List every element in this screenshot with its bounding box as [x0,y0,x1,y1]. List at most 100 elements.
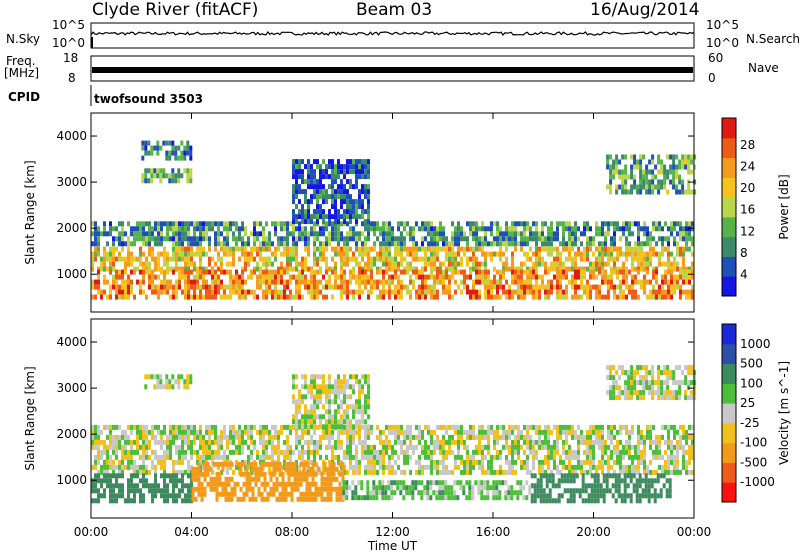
cell-power-2 [397,241,400,247]
cell-power-1 [205,279,208,285]
noise-panel-frame [90,22,695,49]
cell-power-0 [676,261,679,267]
cell-power-1 [484,274,487,280]
cell-power-2 [604,236,607,242]
cell-power-2 [313,226,316,232]
cell-velocity-3 [254,481,258,487]
cell-velocity-0 [115,464,118,470]
cell-power-5 [331,189,334,195]
cell-power-0 [172,266,175,272]
cell-power-4 [177,155,181,161]
cell-velocity-1 [133,473,136,479]
cell-power-1 [238,294,241,300]
cell-power-0 [598,246,601,252]
cell-power-1 [634,289,637,295]
cell-power-2 [676,241,679,247]
cell-velocity-3 [341,466,345,472]
cell-power-5 [355,219,358,225]
cell-power-5 [337,209,340,215]
cell-power-5 [319,194,322,200]
cell-velocity-2 [653,493,657,499]
cell-power-0 [550,261,553,267]
cell-power-1 [391,274,394,280]
cell-power-0 [541,246,544,252]
cell-velocity-2 [530,483,534,489]
cell-power-2 [637,226,640,232]
cell-power-1 [655,269,658,275]
cell-power-1 [364,269,367,275]
cell-velocity-0 [490,424,493,430]
cell-power-2 [355,241,358,247]
cell-velocity-3 [296,496,300,502]
cell-velocity-0 [508,449,511,455]
cell-power-1 [172,294,175,300]
cell-velocity-3 [215,471,219,477]
cell-power-1 [97,279,100,285]
cell-power-1 [388,294,391,300]
cell-power-1 [148,284,151,290]
cell-power-0 [277,246,280,252]
cell-power-2 [232,231,235,237]
cell-velocity-0 [466,464,469,470]
cell-power-1 [232,274,235,280]
cell-power-2 [658,236,661,242]
cell-power-2 [391,241,394,247]
cell-power-1 [661,284,664,290]
cell-power-5 [340,164,343,170]
cell-power-2 [604,231,607,237]
cell-power-5 [301,174,304,180]
cell-velocity-3 [335,486,339,492]
cell-power-5 [367,169,370,175]
cell-power-2 [616,226,619,232]
cell-power-0 [274,256,277,262]
cell-power-0 [445,251,448,257]
cell-power-3 [153,173,157,179]
cell-velocity-0 [580,469,583,475]
cell-velocity-0 [163,454,166,460]
cell-velocity-0 [202,454,205,460]
cell-power-0 [262,256,265,262]
cell-power-0 [682,246,685,252]
cell-velocity-0 [376,449,379,455]
cell-power-2 [304,231,307,237]
cell-power-0 [622,266,625,272]
cell-velocity-0 [430,464,433,470]
cell-velocity-0 [439,469,442,475]
cell-power-1 [346,289,349,295]
cell-power-6 [639,174,643,180]
cell-power-0 [319,266,322,272]
cell-power-0 [637,246,640,252]
cell-velocity-0 [508,424,511,430]
cell-velocity-1 [181,483,184,489]
cell-velocity-0 [517,439,520,445]
cell-velocity-0 [169,434,172,440]
cell-power-2 [298,226,301,232]
cell-power-2 [106,241,109,247]
cell-power-5 [325,169,328,175]
cell-velocity-4 [399,480,403,486]
cell-power-1 [670,289,673,295]
cell-power-5 [364,159,367,165]
cell-power-1 [268,284,271,290]
cell-power-1 [358,289,361,295]
cell-velocity-0 [571,469,574,475]
cell-power-1 [274,274,277,280]
cell-velocity-0 [310,434,313,440]
cell-power-2 [547,236,550,242]
cell-velocity-0 [301,444,304,450]
cell-velocity-0 [97,449,100,455]
cell-velocity-0 [571,424,574,430]
cell-power-1 [277,274,280,280]
cell-power-5 [316,159,319,165]
cell-velocity-0 [601,469,604,475]
cell-velocity-0 [376,459,379,465]
cell-power-2 [268,231,271,237]
cell-velocity-0 [682,464,685,470]
cell-velocity-3 [206,466,210,472]
cell-power-0 [325,266,328,272]
cell-velocity-0 [460,429,463,435]
cell-power-6 [615,154,619,160]
cell-power-0 [280,261,283,267]
cell-velocity-2 [572,478,576,484]
cell-power-0 [217,266,220,272]
